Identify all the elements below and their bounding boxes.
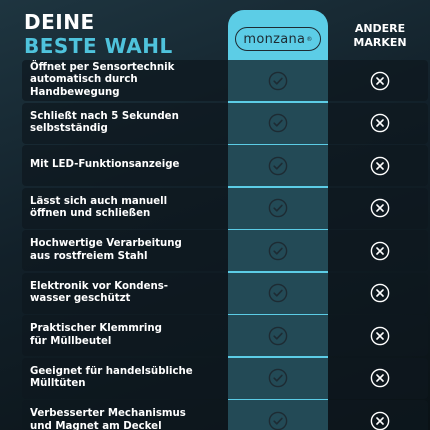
brand-logo: monzana ® bbox=[235, 27, 321, 51]
feature-label: Mit LED-Funktionsanzeige bbox=[30, 159, 180, 171]
brand-cell bbox=[228, 188, 328, 229]
feature-row: Hochwertige Verarbeitung aus rostfreiem … bbox=[0, 230, 430, 271]
title-line-1: DEINE bbox=[24, 10, 95, 34]
row-background bbox=[22, 187, 428, 229]
other-brands-label: ANDERE MARKEN bbox=[353, 22, 407, 49]
other-brands-header: ANDERE MARKEN bbox=[336, 22, 424, 50]
check-circle-icon bbox=[268, 411, 288, 430]
check-circle-icon bbox=[268, 326, 288, 346]
brand-cell bbox=[228, 358, 328, 399]
other-brands-cell bbox=[336, 273, 424, 314]
brand-cell bbox=[228, 145, 328, 186]
page-title: DEINE BESTE WAHL bbox=[24, 10, 173, 58]
x-circle-icon bbox=[370, 411, 390, 430]
other-brands-cell bbox=[336, 60, 424, 101]
check-circle-icon bbox=[268, 198, 288, 218]
other-brands-cell bbox=[336, 315, 424, 356]
check-circle-icon bbox=[268, 156, 288, 176]
check-circle-icon bbox=[268, 368, 288, 388]
row-background bbox=[22, 357, 428, 399]
feature-label: Praktischer Klemmring für Müllbeutel bbox=[30, 323, 162, 347]
row-background bbox=[22, 315, 428, 356]
brand-cell bbox=[228, 103, 328, 144]
feature-row: Geeignet für handelsübliche Mülltüten bbox=[0, 357, 430, 399]
x-circle-icon bbox=[370, 368, 390, 388]
row-background bbox=[22, 272, 428, 314]
other-brands-cell bbox=[336, 230, 424, 271]
feature-label: Verbesserter Mechanismus und Magnet am D… bbox=[30, 408, 186, 430]
feature-row: Praktischer Klemmring für Müllbeutel bbox=[0, 315, 430, 356]
x-circle-icon bbox=[370, 326, 390, 346]
feature-row: Öffnet per Sensortechnik automatisch dur… bbox=[0, 60, 430, 101]
feature-label: Lässt sich auch manuell öffnen und schli… bbox=[30, 195, 168, 220]
row-background bbox=[22, 102, 428, 144]
other-brands-cell bbox=[336, 400, 424, 430]
feature-row: Elektronik vor Kondens- wasser geschützt bbox=[0, 272, 430, 314]
feature-label: Hochwertige Verarbeitung aus rostfreiem … bbox=[30, 238, 182, 262]
other-brands-cell bbox=[336, 188, 424, 229]
x-circle-icon bbox=[370, 283, 390, 303]
x-circle-icon bbox=[370, 113, 390, 133]
other-brands-cell bbox=[336, 145, 424, 186]
comparison-table: Öffnet per Sensortechnik automatisch dur… bbox=[0, 60, 430, 430]
x-circle-icon bbox=[370, 241, 390, 261]
feature-row: Verbesserter Mechanismus und Magnet am D… bbox=[0, 400, 430, 430]
x-circle-icon bbox=[370, 156, 390, 176]
row-background bbox=[22, 230, 428, 271]
feature-label: Öffnet per Sensortechnik automatisch dur… bbox=[30, 61, 175, 98]
row-background bbox=[22, 400, 428, 430]
brand-cell bbox=[228, 400, 328, 430]
feature-row: Schließt nach 5 Sekunden selbstständig bbox=[0, 102, 430, 144]
feature-row: Lässt sich auch manuell öffnen und schli… bbox=[0, 187, 430, 229]
check-circle-icon bbox=[268, 71, 288, 91]
other-brands-cell bbox=[336, 103, 424, 144]
check-circle-icon bbox=[268, 283, 288, 303]
check-circle-icon bbox=[268, 241, 288, 261]
row-background bbox=[22, 60, 428, 101]
feature-row: Mit LED-Funktionsanzeige bbox=[0, 145, 430, 186]
brand-cell bbox=[228, 273, 328, 314]
brand-cell bbox=[228, 315, 328, 356]
brand-name: monzana bbox=[243, 31, 306, 47]
title-line-2: BESTE WAHL bbox=[24, 34, 173, 58]
x-circle-icon bbox=[370, 198, 390, 218]
row-background bbox=[22, 145, 428, 186]
feature-label: Geeignet für handelsübliche Mülltüten bbox=[30, 365, 193, 390]
check-circle-icon bbox=[268, 113, 288, 133]
brand-cell bbox=[228, 60, 328, 101]
feature-label: Schließt nach 5 Sekunden selbstständig bbox=[30, 110, 179, 135]
feature-label: Elektronik vor Kondens- wasser geschützt bbox=[30, 280, 169, 305]
brand-cell bbox=[228, 230, 328, 271]
brand-registered-mark: ® bbox=[306, 35, 313, 43]
x-circle-icon bbox=[370, 71, 390, 91]
other-brands-cell bbox=[336, 358, 424, 399]
